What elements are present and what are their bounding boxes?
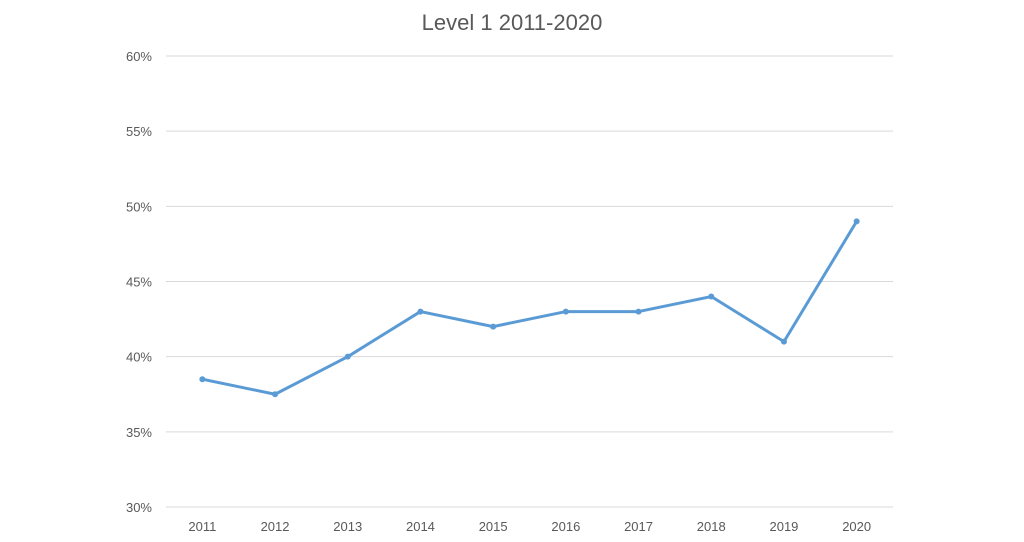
x-tick-label: 2019	[769, 519, 798, 534]
data-point	[272, 391, 279, 398]
chart-title: Level 1 2011-2020	[421, 10, 603, 35]
x-tick-label: 2017	[624, 519, 653, 534]
x-tick-label: 2013	[333, 519, 362, 534]
x-tick-label: 2015	[479, 519, 508, 534]
data-point	[490, 323, 497, 330]
y-tick-label: 55%	[126, 124, 152, 139]
data-point	[635, 308, 642, 315]
data-point	[199, 376, 206, 383]
x-tick-label: 2012	[261, 519, 290, 534]
x-tick-label: 2020	[842, 519, 871, 534]
y-tick-label: 45%	[126, 275, 152, 290]
data-point	[562, 308, 569, 315]
y-tick-label: 30%	[126, 500, 152, 515]
data-point	[344, 353, 351, 360]
data-point	[417, 308, 424, 315]
series-line	[200, 219, 859, 396]
x-tick-label: 2018	[697, 519, 726, 534]
x-tick-label: 2014	[406, 519, 435, 534]
x-tick-label: 2011	[188, 519, 216, 534]
y-tick-label: 60%	[126, 49, 152, 64]
data-point	[780, 338, 787, 345]
x-tick-label: 2016	[551, 519, 580, 534]
y-tick-label: 35%	[126, 425, 152, 440]
data-point	[853, 218, 860, 225]
y-tick-label: 40%	[126, 350, 152, 365]
y-tick-label: 50%	[126, 199, 152, 214]
data-point	[708, 293, 715, 300]
